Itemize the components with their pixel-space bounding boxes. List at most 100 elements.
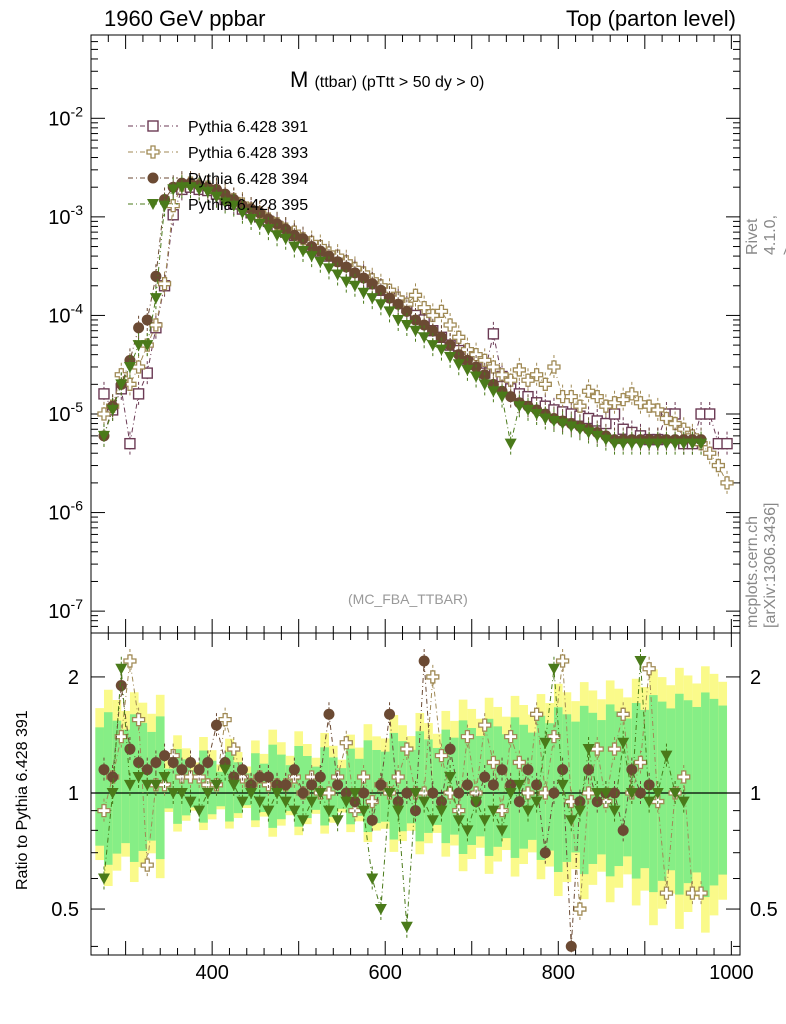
main-point [366, 278, 378, 290]
ratio-y-tick-label-right: 0.5 [750, 899, 778, 921]
ratio-point [410, 805, 421, 817]
band-inner [432, 747, 442, 825]
main-point [651, 438, 664, 450]
x-tick-label: 800 [542, 962, 575, 984]
ratio-point [280, 779, 292, 791]
main-point [124, 437, 136, 450]
ratio-point [529, 707, 544, 721]
ratio-point [487, 805, 500, 817]
main-point [704, 408, 716, 420]
main-point [565, 421, 578, 433]
y-tick-label: 10-4 [48, 300, 83, 327]
main-point [642, 399, 656, 413]
ratio-point [323, 708, 335, 720]
main-point [384, 292, 396, 304]
band-inner [181, 759, 191, 816]
ratio-point [97, 873, 110, 885]
ratio-point [539, 847, 551, 859]
main-point [340, 261, 352, 273]
ratio-point [617, 737, 630, 749]
ratio-point [470, 796, 483, 808]
ratio-point [496, 825, 509, 837]
main-point [375, 284, 387, 296]
main-point [141, 340, 154, 352]
ratio-point [192, 770, 206, 784]
main-point [591, 430, 604, 442]
ratio-point [365, 794, 379, 809]
main-point [452, 359, 465, 371]
main-point [556, 418, 569, 430]
ratio-point [358, 787, 370, 799]
main-point [625, 387, 639, 401]
band-inner [424, 739, 433, 833]
main-point [175, 182, 188, 194]
band-inner [320, 747, 329, 826]
band-inner [346, 748, 355, 825]
ratio-point [609, 787, 621, 799]
legend-marker [147, 199, 159, 210]
ratio-point [279, 796, 292, 808]
main-point [452, 330, 466, 344]
ratio-point [348, 787, 361, 799]
ratio-point [357, 805, 370, 817]
main-point [530, 408, 543, 420]
main-point [279, 233, 292, 245]
ratio-point [573, 902, 587, 916]
main-point [703, 446, 717, 460]
main-point [573, 424, 586, 436]
ratio-point [141, 764, 153, 776]
band-inner [701, 692, 710, 898]
main-point [374, 299, 387, 311]
ratio-y-tick-label: 2 [68, 667, 79, 689]
ratio-point [443, 786, 457, 800]
ratio-point [555, 654, 570, 668]
ratio-point [322, 805, 335, 817]
ratio-point [150, 756, 162, 768]
ratio-point [227, 742, 241, 756]
ratio-point [271, 779, 283, 791]
band-inner [259, 763, 269, 813]
band-inner [190, 770, 200, 808]
main-point [392, 298, 404, 310]
main-point [123, 361, 136, 373]
band-inner [718, 705, 728, 875]
ratio-point [261, 778, 276, 792]
ratio-point [478, 718, 492, 732]
ratio-point [643, 779, 655, 791]
main-point [297, 246, 310, 258]
ratio-point [426, 815, 439, 827]
ratio-point [538, 786, 552, 800]
ratio-point [685, 886, 700, 900]
band-inner [398, 741, 407, 832]
plot-title-main: M [290, 67, 309, 92]
main-point [227, 200, 240, 212]
legend-label: Pythia 6.428 395 [188, 197, 308, 214]
ratio-point [262, 771, 274, 783]
y-tick-label: 10-7 [48, 596, 83, 623]
ratio-point [332, 779, 344, 791]
main-point [668, 416, 682, 431]
main-point [288, 241, 301, 253]
main-point [133, 322, 145, 334]
ratio-point [513, 796, 525, 808]
ratio-point [633, 755, 648, 770]
main-point [340, 276, 353, 288]
ratio-point [305, 796, 318, 808]
legend: Pythia 6.428 391 Pythia 6.428 393 Pythia 6… [128, 119, 308, 214]
main-point [392, 314, 405, 326]
main-point [348, 280, 361, 292]
main-point [444, 351, 457, 363]
band-inner [441, 729, 451, 844]
ratio-point [375, 779, 387, 791]
main-point [418, 332, 431, 344]
ratio-point [634, 787, 646, 799]
ratio-point [175, 787, 188, 799]
ratio-point [573, 805, 586, 817]
main-series-4 [97, 175, 708, 456]
main-point [297, 233, 309, 245]
main-point [409, 325, 422, 337]
ratio-point [158, 772, 171, 784]
band-inner [579, 705, 589, 875]
main-point [141, 367, 153, 379]
main-point [167, 184, 180, 196]
